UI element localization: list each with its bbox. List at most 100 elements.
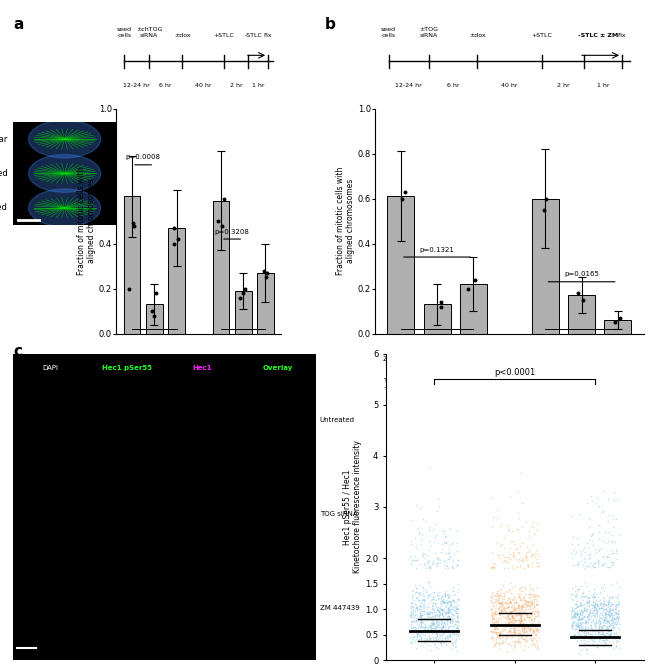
Point <box>589 604 599 615</box>
Point <box>573 620 583 631</box>
Point <box>417 595 427 606</box>
Point <box>491 597 501 608</box>
Point <box>444 540 454 550</box>
Point <box>430 627 441 638</box>
Point <box>490 616 501 627</box>
Point <box>504 606 515 616</box>
Point <box>445 604 456 615</box>
Point <box>573 611 583 622</box>
Point <box>507 611 517 622</box>
Point <box>495 638 506 649</box>
Point <box>607 603 618 614</box>
Point <box>453 555 463 566</box>
Point <box>573 539 583 550</box>
Point <box>438 556 448 567</box>
Point <box>509 602 519 612</box>
Point <box>431 559 441 570</box>
Point <box>502 646 512 657</box>
Point <box>606 597 617 608</box>
Point <box>511 596 521 607</box>
Point <box>574 648 584 659</box>
Point <box>443 563 454 574</box>
Point <box>436 605 446 616</box>
Point <box>149 310 159 321</box>
Point <box>584 604 595 614</box>
Point <box>443 626 453 636</box>
Point <box>528 600 539 610</box>
Point <box>567 605 578 616</box>
Point <box>530 632 540 643</box>
Point <box>488 562 499 572</box>
Point <box>419 591 429 602</box>
Point <box>423 608 434 618</box>
Point <box>497 600 507 611</box>
Point <box>594 500 604 511</box>
Point <box>606 608 616 619</box>
Point <box>433 556 443 567</box>
Point <box>609 634 619 644</box>
Text: ±TOG
siRNA: ±TOG siRNA <box>419 27 438 38</box>
Point <box>514 630 525 641</box>
Point <box>508 547 518 558</box>
Point <box>569 599 580 610</box>
Point <box>451 636 462 647</box>
Point <box>505 624 515 635</box>
Point <box>514 628 524 638</box>
Point <box>606 592 616 603</box>
Point <box>507 594 517 604</box>
Point <box>407 616 417 626</box>
Point <box>436 601 447 612</box>
Point <box>592 642 603 653</box>
Point <box>453 594 463 604</box>
Point <box>509 550 519 561</box>
Point <box>574 612 584 622</box>
Point <box>575 611 585 622</box>
Point <box>493 629 504 640</box>
Point <box>493 620 503 630</box>
Point <box>426 604 437 614</box>
Point <box>453 616 463 626</box>
Point <box>599 578 610 589</box>
Point <box>437 604 447 615</box>
Point <box>491 614 501 624</box>
Point <box>433 617 443 628</box>
Point <box>583 543 593 554</box>
Point <box>522 559 532 570</box>
Point <box>447 638 457 648</box>
Point <box>439 526 450 536</box>
Point <box>516 616 526 627</box>
Point <box>524 544 534 555</box>
Point <box>516 630 526 641</box>
Point <box>519 614 530 624</box>
Point <box>529 596 539 607</box>
Bar <box>387 196 415 334</box>
Point <box>609 628 619 639</box>
Point <box>427 559 437 570</box>
Point <box>567 612 577 623</box>
Point <box>447 602 457 612</box>
Point <box>598 628 608 638</box>
Point <box>445 616 456 626</box>
Point <box>448 595 458 606</box>
Point <box>513 599 523 610</box>
Point <box>441 594 451 605</box>
Point <box>588 611 599 622</box>
Point <box>417 528 428 539</box>
Point <box>593 534 604 545</box>
Point <box>611 576 621 587</box>
Point <box>510 605 521 616</box>
Point <box>425 625 436 636</box>
Point <box>428 632 438 642</box>
Point <box>526 596 537 607</box>
Point <box>495 588 505 599</box>
Y-axis label: Hec1 pSer55 / Hec1
Kinetochore fluorescence intensity: Hec1 pSer55 / Hec1 Kinetochore fluoresce… <box>343 440 363 574</box>
Point <box>529 601 539 612</box>
Point <box>514 524 524 535</box>
Point <box>599 592 609 603</box>
Point <box>495 598 506 608</box>
Point <box>506 621 516 632</box>
Point <box>521 636 531 646</box>
Point <box>514 610 525 621</box>
Point <box>566 621 577 632</box>
Point <box>430 621 441 632</box>
